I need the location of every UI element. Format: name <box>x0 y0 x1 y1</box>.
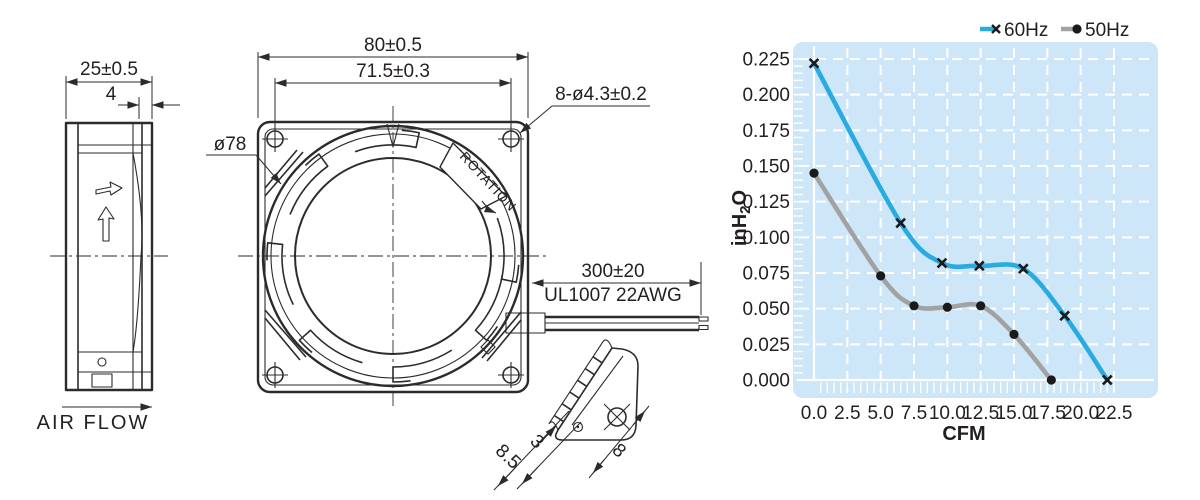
airflow-direction-arrow <box>97 206 115 242</box>
y-tick-label: 0.025 <box>742 335 790 356</box>
dot-marker-icon <box>1072 24 1082 34</box>
x-axis-title: CFM <box>942 423 985 445</box>
x-marker-icon <box>808 57 820 69</box>
x-tick-label: 22.5 <box>1096 403 1133 424</box>
dim-text-venturi: ø78 <box>214 134 247 155</box>
blade-profile-curve <box>132 152 143 353</box>
venturi-leader <box>255 154 282 185</box>
x-tick-label: 2.5 <box>834 403 860 424</box>
data-point-60Hz <box>1059 310 1070 322</box>
x-tick-label: 0.0 <box>801 403 827 424</box>
wire-tip <box>698 324 709 331</box>
data-point-50Hz <box>976 301 986 311</box>
y-tick-label: 0.000 <box>742 371 790 392</box>
detail-mounting-hole <box>607 407 627 427</box>
hatching <box>553 356 603 423</box>
legend-label-60hz: 60Hz <box>1004 20 1048 41</box>
blade-tip <box>474 275 504 342</box>
x-marker-icon <box>936 257 948 269</box>
rotation-direction-arrow <box>95 181 123 196</box>
x-marker-icon <box>1018 263 1029 275</box>
corner-struts <box>264 149 522 362</box>
dim-text-detail-85: 8.5 <box>491 440 525 473</box>
dim-text-width: 25±0.5 <box>80 59 138 80</box>
y-tick-label: 0.100 <box>742 228 790 249</box>
legend-label-50hz: 50Hz <box>1085 20 1129 41</box>
data-point-50Hz <box>1046 375 1056 385</box>
gridlines <box>797 46 1154 392</box>
data-point-50Hz <box>942 302 952 312</box>
dim-text-frame-size: 80±0.5 <box>364 35 422 56</box>
corner-detail-view: 8.5 3 8 <box>491 339 650 491</box>
wire-exit-notch <box>91 373 113 388</box>
airflow-label: AIR FLOW <box>37 412 150 434</box>
x-tick-label: 15.0 <box>996 403 1033 424</box>
hole-callout-leader <box>519 105 553 134</box>
dim-text-hole-callout: 8-ø4.3±0.2 <box>555 84 647 105</box>
dim-text-detail-8: 8 <box>608 440 630 463</box>
rotation-marking: ROTATION <box>439 142 519 214</box>
fan-front-view: ROTATION 80±0.5 71.5±0.3 8-ø4.3±0.2 ø78 <box>206 35 709 406</box>
x-tick-label: 17.5 <box>1029 403 1066 424</box>
data-point-50Hz <box>876 271 886 281</box>
y-tick-label: 0.175 <box>742 121 790 142</box>
impeller-blades <box>266 129 520 383</box>
data-point-50Hz <box>1009 329 1019 339</box>
blade-tip <box>266 242 294 306</box>
dim-text-hole-pitch: 71.5±0.3 <box>356 61 430 82</box>
y-tick-label: 0.075 <box>742 264 790 285</box>
x-tick-label: 12.5 <box>962 403 999 424</box>
blade-tip <box>289 153 329 215</box>
chart-legend: 60Hz 50Hz <box>980 20 1129 41</box>
legend-item-60hz: 60Hz <box>980 20 1048 41</box>
dim-text-detail-3: 3 <box>526 431 548 454</box>
dim-text-wire-length: 300±20 <box>581 261 644 282</box>
data-point-60Hz <box>1018 263 1029 275</box>
y-tick-label: 0.050 <box>742 299 790 320</box>
blade-tip <box>392 349 453 383</box>
minor-ticks <box>793 58 1115 393</box>
x-tick-label: 20.0 <box>1062 403 1099 424</box>
wire-spec-label: UL1007 22AWG <box>544 285 682 306</box>
y-tick-label: 0.225 <box>742 50 790 71</box>
y-axis-title: inH2O <box>730 190 754 246</box>
data-point-60Hz <box>974 260 985 272</box>
fan-side-view: 25±0.5 4 AIR FLOW <box>37 59 180 434</box>
data-point-50Hz <box>909 301 919 311</box>
x-tick-label: 7.5 <box>901 403 927 424</box>
data-point-60Hz <box>895 217 906 229</box>
frame-rib-detail <box>480 339 496 355</box>
thermal-bushing-hole <box>97 357 107 367</box>
data-point-50Hz <box>809 168 819 178</box>
data-point-60Hz <box>1102 374 1113 386</box>
detail-pin-hole <box>572 421 584 433</box>
data-point-60Hz <box>808 57 820 69</box>
performance-chart: 0.2250.2000.1750.1500.1250.1000.0750.050… <box>730 20 1158 445</box>
data-point-60Hz <box>936 257 948 269</box>
lead-wire: 300±20 UL1007 22AWG <box>505 261 709 334</box>
y-tick-label: 0.150 <box>742 157 790 178</box>
dim-text-flange: 4 <box>106 84 117 105</box>
blade-tip <box>298 329 363 364</box>
x-marker-icon <box>974 260 985 272</box>
tick-labels: 0.225 0.200 0.175 0.150 0.125 0.100 0.075 0.050… <box>742 50 1132 425</box>
y-tick-label: 0.125 <box>742 192 790 213</box>
blade-tip <box>354 129 420 153</box>
x-marker-icon <box>895 217 906 229</box>
legend-item-50hz: 50Hz <box>1061 20 1129 41</box>
y-tick-label: 0.200 <box>742 85 790 106</box>
x-marker-icon <box>1059 310 1070 322</box>
x-marker-icon <box>991 24 1001 34</box>
x-marker-icon <box>1102 374 1113 386</box>
wire-tip <box>698 316 709 322</box>
fan-engineering-drawing: 25±0.5 4 AIR FLOW <box>37 35 709 491</box>
blade-tip <box>496 217 520 283</box>
x-tick-label: 10.0 <box>929 403 966 424</box>
x-tick-label: 5.0 <box>867 403 893 424</box>
rotation-arrow <box>481 200 497 214</box>
data-point-markers <box>808 57 1113 386</box>
mounting-holes <box>262 126 524 388</box>
